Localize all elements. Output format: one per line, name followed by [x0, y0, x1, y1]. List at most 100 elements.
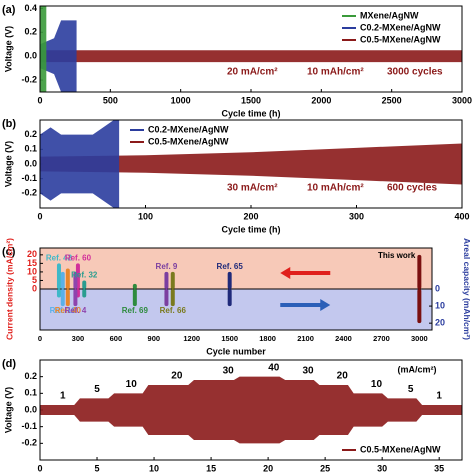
rate-label: 20 — [337, 371, 349, 382]
voltage-band — [40, 6, 47, 92]
x-tick-label: 2000 — [311, 95, 331, 105]
x-tick-label: 3000 — [411, 334, 428, 343]
y-axis-label: Voltage (V) — [3, 26, 13, 72]
y-tick-label: 0.2 — [24, 27, 37, 37]
y-tick-label: 0.0 — [24, 51, 37, 61]
voltage-band — [40, 20, 77, 92]
plot-area — [40, 120, 462, 208]
frame — [39, 5, 463, 93]
y2-tick-label: 20 — [435, 318, 445, 328]
current-arrow — [280, 267, 331, 279]
annotation: 10 mAh/cm² — [307, 67, 364, 78]
rate-label: 10 — [371, 379, 383, 390]
y2-tick-label: 10 — [435, 300, 445, 310]
ref-label: Ref. 32 — [71, 271, 98, 280]
plot-area — [40, 376, 462, 444]
y-tick-label: -0.2 — [21, 438, 37, 448]
ref-label: This work — [378, 251, 416, 260]
y-tick-label: 0 — [32, 283, 37, 293]
voltage-band — [40, 376, 462, 444]
panel-label: (c) — [2, 246, 16, 258]
current-bar — [132, 283, 137, 289]
y-axis-label: Voltage (V) — [3, 141, 13, 187]
rate-label: 20 — [171, 371, 183, 382]
x-tick-label: 500 — [103, 95, 118, 105]
x-tick-label: 1200 — [183, 334, 200, 343]
legend-label: C0.5-MXene/AgNW — [360, 444, 441, 454]
ref-label: Ref. 65 — [217, 262, 244, 271]
capacity-bar — [65, 289, 70, 307]
ref-label: Ref. 4 — [65, 306, 87, 315]
capacity-bar — [170, 289, 175, 307]
x-tick-label: 1500 — [241, 95, 261, 105]
y-tick-label: 0.0 — [24, 404, 37, 414]
y-tick-label: 10 — [27, 266, 37, 276]
rate-label: 40 — [268, 362, 280, 373]
frame — [39, 119, 463, 209]
y-tick-label: 0.1 — [24, 144, 37, 154]
x-tick-label: 10 — [149, 463, 159, 473]
x-tick-label: 300 — [349, 211, 364, 221]
voltage-band — [40, 50, 462, 63]
x-tick-label: 600 — [110, 334, 123, 343]
plot-area — [40, 6, 462, 92]
y-tick-label: 20 — [27, 249, 37, 259]
annotation: 20 mA/cm² — [227, 67, 278, 78]
y2-tick-label: 0 — [435, 283, 440, 293]
x-axis-label: Cycle time (h) — [221, 224, 280, 234]
frame — [39, 359, 463, 461]
capacity-bar — [56, 289, 61, 298]
capacity-bar — [73, 289, 78, 307]
current-bar — [170, 271, 175, 289]
y-tick-label: 0.0 — [24, 158, 37, 168]
x-tick-label: 5 — [95, 463, 100, 473]
x-tick-label: 0 — [38, 334, 42, 343]
y-tick-label: -0.1 — [21, 173, 37, 183]
capacity-bar — [132, 289, 137, 307]
x-tick-label: 2500 — [382, 95, 402, 105]
ref-label: Ref. 60 — [65, 253, 92, 262]
rate-label: 5 — [94, 384, 100, 395]
x-tick-label: 20 — [263, 463, 273, 473]
y-axis-label: Voltage (V) — [3, 387, 13, 433]
rate-label: 1 — [436, 391, 442, 402]
capacity-arrow — [280, 299, 331, 311]
annotation: 30 mA/cm² — [227, 183, 278, 194]
annotation: 3000 cycles — [387, 67, 443, 78]
current-bar — [227, 271, 232, 289]
panel-label: (a) — [2, 4, 16, 16]
rate-label: 30 — [223, 366, 235, 377]
legend-label: MXene/AgNW — [360, 10, 419, 20]
x-tick-label: 900 — [148, 334, 161, 343]
x-tick-label: 30 — [377, 463, 387, 473]
capacity-bg — [40, 289, 432, 330]
capacity-bar — [417, 289, 422, 324]
x-tick-label: 2400 — [335, 334, 352, 343]
ref-label: Ref. 9 — [156, 262, 178, 271]
rate-unit: (mA/cm²) — [397, 364, 436, 374]
capacity-bar — [82, 289, 87, 298]
current-bar — [60, 271, 65, 289]
x-tick-label: 0 — [37, 95, 42, 105]
y2-axis-label: Areal capacity (mAh/cm²) — [462, 238, 472, 340]
voltage-band — [40, 120, 120, 208]
rate-label: 30 — [302, 366, 314, 377]
y-tick-label: 0.4 — [24, 3, 37, 13]
y-tick-label: 0.1 — [24, 388, 37, 398]
x-tick-label: 2700 — [373, 334, 390, 343]
x-tick-label: 2100 — [297, 334, 314, 343]
legend-label: C0.2-MXene/AgNW — [148, 124, 229, 134]
x-tick-label: 300 — [72, 334, 85, 343]
ref-label: Ref. 66 — [160, 306, 187, 315]
x-axis-label: Cycle time (h) — [221, 108, 280, 118]
legend-label: C0.5-MXene/AgNW — [148, 136, 229, 146]
y-tick-label: -0.1 — [21, 421, 37, 431]
capacity-bar — [227, 289, 232, 307]
x-tick-label: 100 — [138, 211, 153, 221]
y-tick-label: -0.2 — [21, 74, 37, 84]
rate-label: 10 — [126, 379, 138, 390]
current-bar — [56, 263, 61, 289]
current-bar — [82, 280, 87, 289]
panel-label: (b) — [2, 118, 16, 130]
